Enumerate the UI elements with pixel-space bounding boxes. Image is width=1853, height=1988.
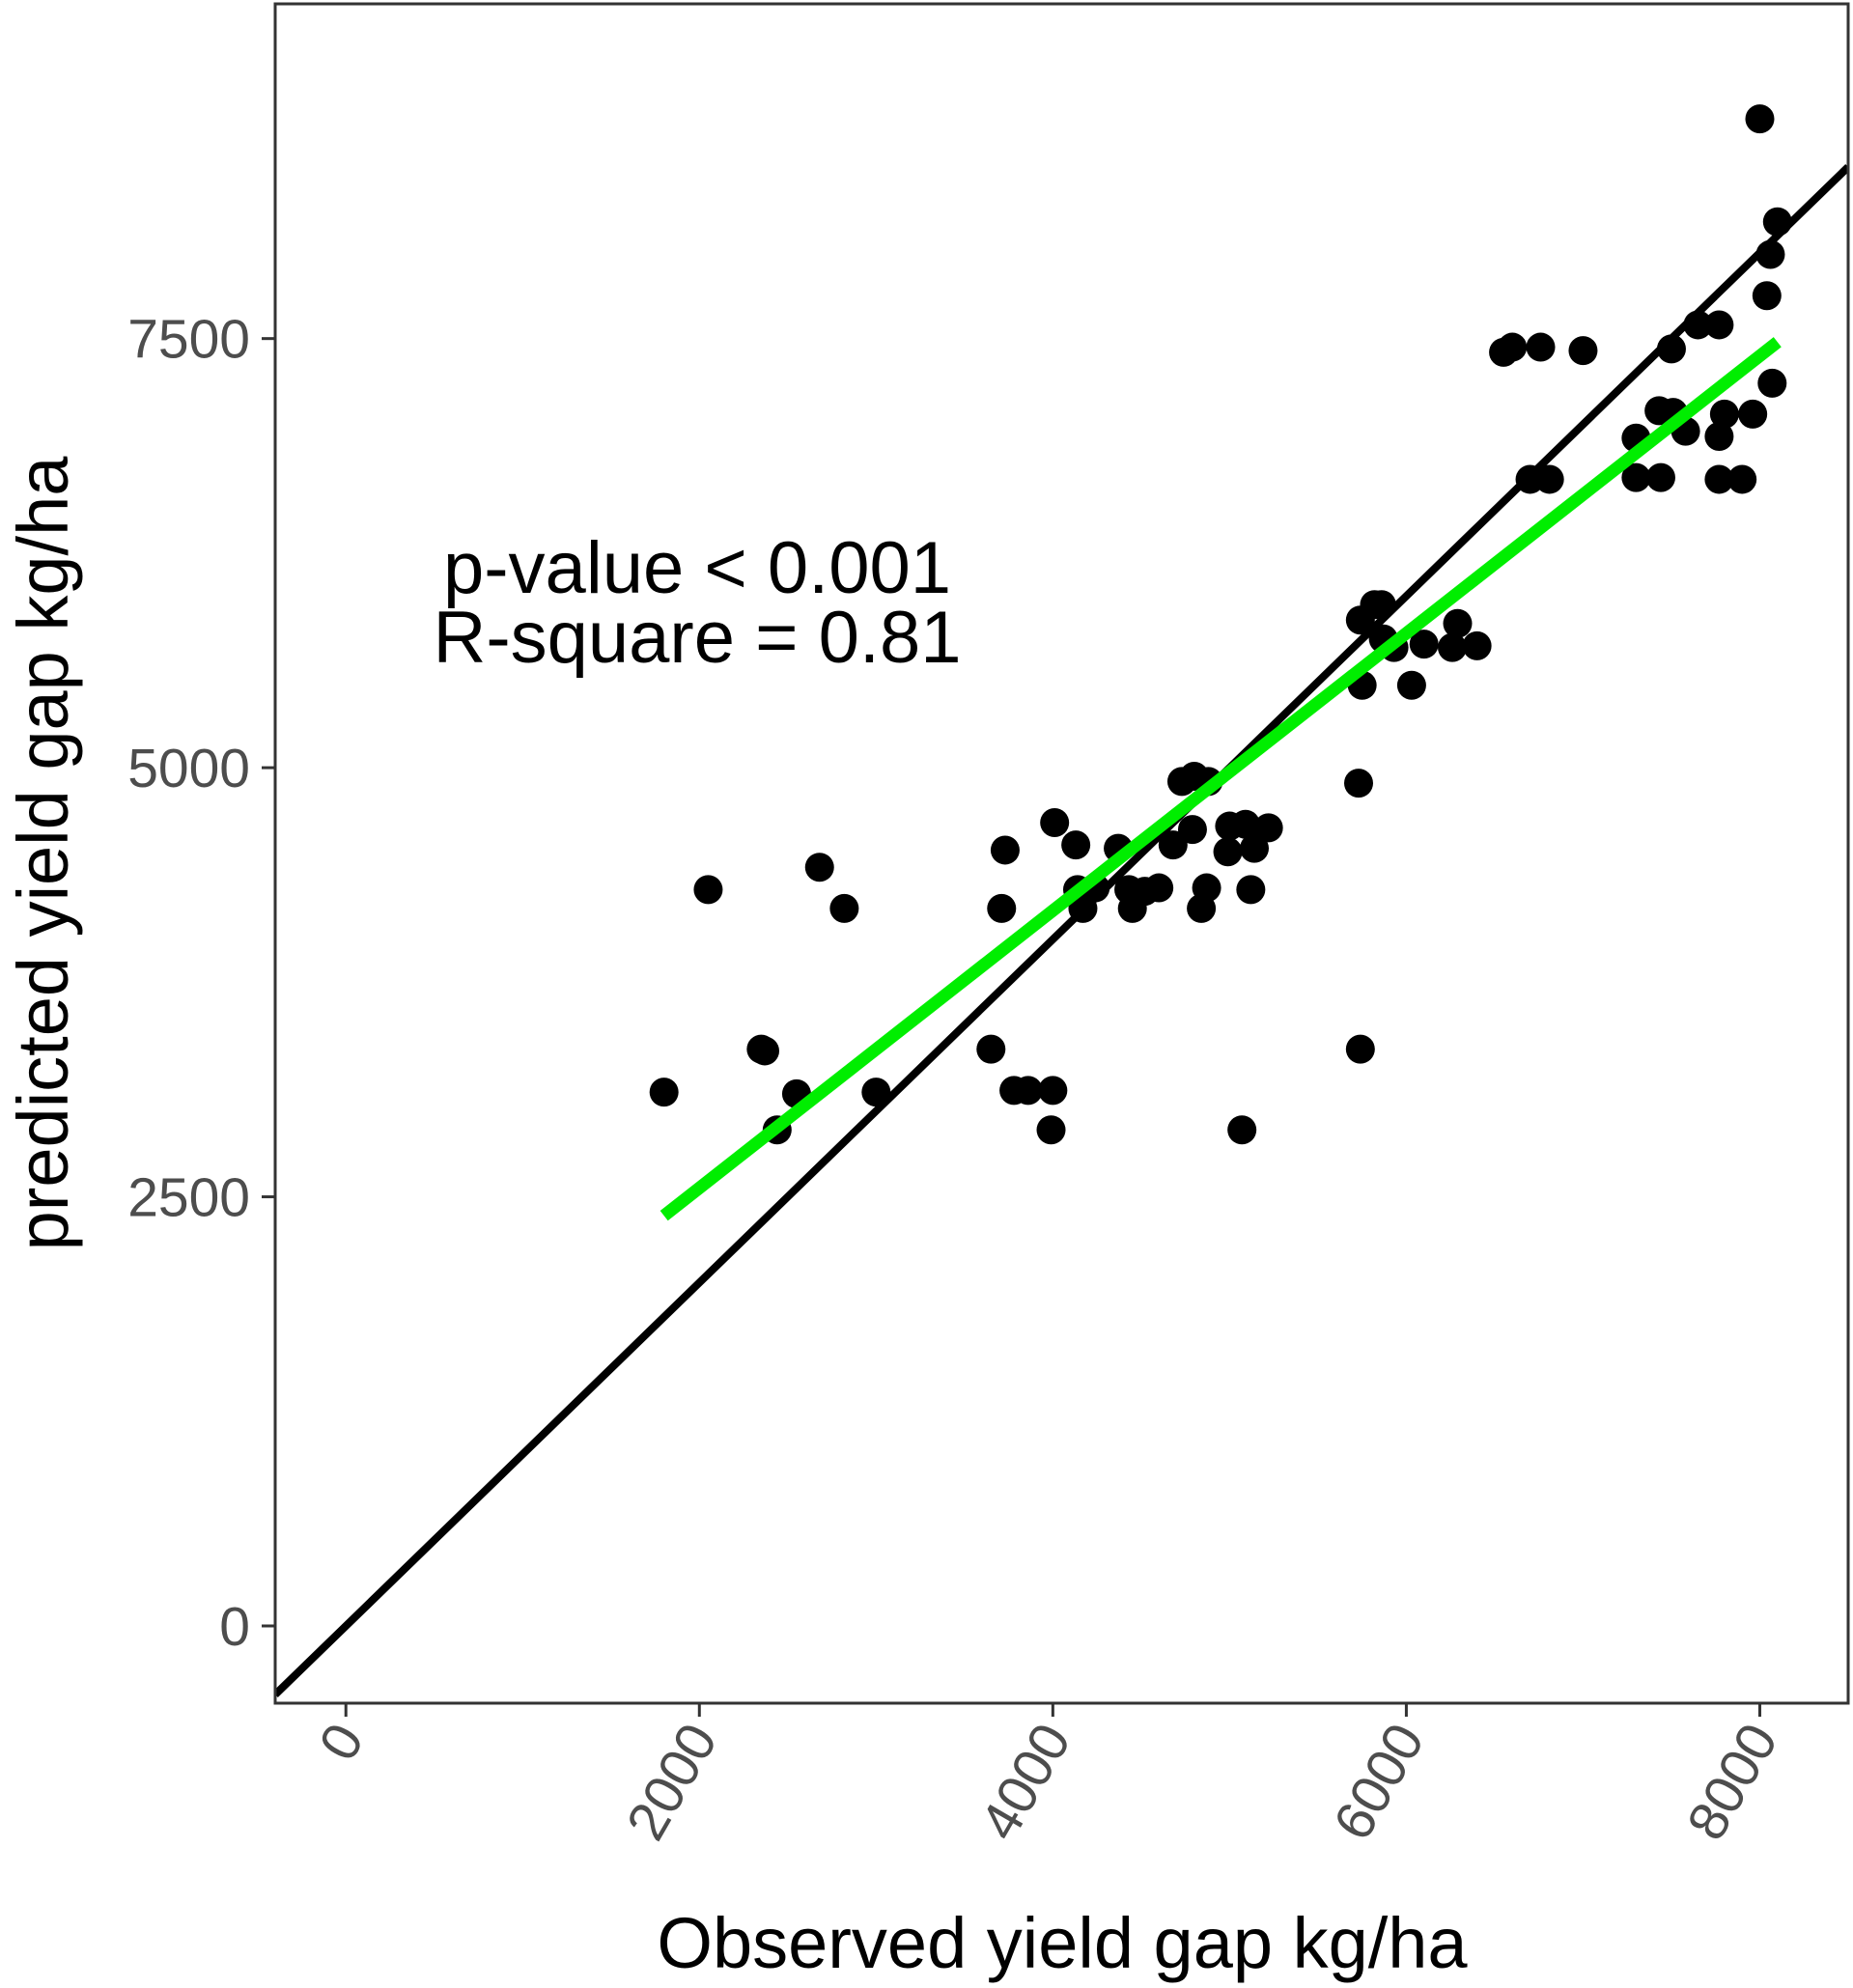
data-point — [1704, 422, 1734, 451]
data-point — [649, 1078, 679, 1107]
fit-line — [660, 337, 1782, 1221]
data-point — [1745, 104, 1775, 134]
data-point — [693, 875, 723, 905]
r-square-annotation: R-square = 0.81 — [433, 597, 961, 679]
x-tick-label: 0 — [307, 1714, 376, 1771]
data-point — [987, 893, 1017, 923]
x-tick-label: 8000 — [1675, 1714, 1790, 1851]
data-point — [1534, 464, 1564, 494]
data-point — [1568, 336, 1598, 366]
data-point — [1192, 873, 1221, 903]
x-tick-label: 2000 — [615, 1714, 730, 1851]
data-point — [1409, 630, 1439, 659]
y-axis: 0 2500 5000 7500 — [127, 309, 275, 1658]
data-point — [1621, 462, 1651, 492]
data-point — [1727, 464, 1757, 494]
y-tick-label: 7500 — [127, 309, 250, 371]
data-point — [1443, 608, 1473, 638]
y-tick-label: 0 — [219, 1596, 250, 1658]
data-point — [1036, 1115, 1066, 1145]
x-tick-label: 4000 — [969, 1714, 1083, 1851]
data-point — [1704, 464, 1734, 494]
data-point — [1738, 399, 1768, 429]
data-point — [1144, 873, 1174, 903]
data-point — [1213, 837, 1243, 867]
data-point — [1438, 632, 1468, 662]
data-point — [1704, 310, 1734, 340]
data-point — [1462, 630, 1492, 660]
data-point — [1230, 809, 1260, 839]
data-point — [1755, 239, 1785, 269]
data-point — [1038, 1076, 1068, 1106]
data-point — [1656, 334, 1686, 364]
x-axis-title: Observed yield gap kg/ha — [657, 1903, 1468, 1983]
data-point — [976, 1034, 1006, 1064]
x-tick-label: 6000 — [1322, 1714, 1437, 1851]
data-point — [1013, 1076, 1043, 1106]
data-point — [1396, 670, 1426, 700]
data-points — [649, 104, 1792, 1145]
data-point — [990, 835, 1020, 865]
data-point — [1227, 1115, 1257, 1145]
plot-panel-background — [275, 4, 1848, 1703]
data-point — [1498, 332, 1528, 362]
data-point — [1757, 368, 1787, 398]
data-point — [829, 893, 859, 923]
p-value-annotation: p-value < 0.001 — [443, 527, 951, 609]
identity-line — [275, 164, 1848, 1697]
y-tick-label: 5000 — [127, 738, 250, 799]
data-point — [804, 853, 834, 882]
data-point — [1040, 808, 1070, 837]
y-tick-label: 2500 — [127, 1167, 250, 1229]
x-axis: 0 2000 4000 6000 8000 — [307, 1703, 1790, 1850]
data-point — [1683, 310, 1713, 340]
data-point — [861, 1078, 891, 1107]
data-point — [750, 1036, 780, 1066]
data-point — [1752, 281, 1782, 311]
data-point — [1366, 590, 1396, 620]
data-point — [1158, 830, 1188, 860]
data-point — [1236, 875, 1266, 905]
data-point — [1762, 207, 1792, 237]
data-point — [1345, 1034, 1375, 1064]
data-point — [1177, 815, 1207, 845]
data-point — [1343, 769, 1373, 798]
data-point — [1526, 332, 1556, 362]
data-point — [1645, 462, 1675, 492]
y-axis-title: predicted yield gap kg/ha — [3, 456, 83, 1251]
plot-panel-border — [273, 2, 1850, 1705]
data-point — [1253, 813, 1283, 843]
data-point — [1240, 833, 1270, 863]
data-point — [1061, 830, 1091, 860]
data-point — [1709, 399, 1739, 429]
